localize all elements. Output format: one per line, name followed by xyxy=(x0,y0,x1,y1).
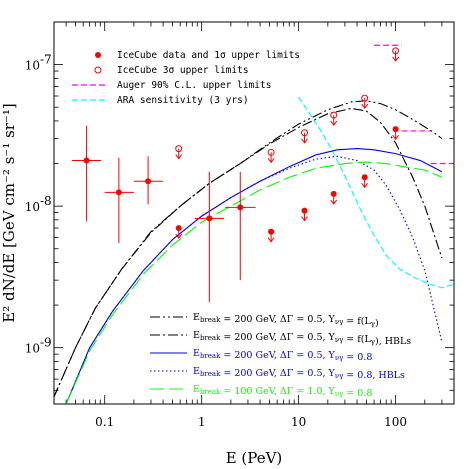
legend-text-part: = 0.8 xyxy=(343,388,372,399)
y-tick-exponent: -7 xyxy=(40,53,52,67)
y-tick-exponent: -9 xyxy=(40,336,52,350)
legend-text-part: = f(L xyxy=(343,316,371,327)
model-curve-1 xyxy=(54,100,443,397)
icecube-data-point xyxy=(115,189,122,196)
legend-bottom-label: Ebreak = 200 GeV, ΔΓ = 0.5, Yνγ = f(Lγ),… xyxy=(193,330,411,347)
icecube-1sigma-arrow xyxy=(301,210,308,222)
legend-subscript: νγ xyxy=(335,372,343,380)
legend-bottom-label: Ebreak = 100 GeV, ΔΓ = 1.0, Yνγ = 0.8 xyxy=(193,384,372,399)
legend-text-part: = f(L xyxy=(343,334,371,345)
arrow-head xyxy=(267,237,275,243)
icecube-3sigma-arrow xyxy=(175,148,183,160)
legend-text-part: E xyxy=(193,384,200,395)
legend-text-part: = 0.8, HBLs xyxy=(343,370,405,381)
legend-text-part: = 100 GeV, ΔΓ = 1.0, Y xyxy=(220,386,335,397)
legend-text-part: = 200 GeV, ΔΓ = 0.5, Y xyxy=(220,368,335,379)
legend-bottom-label: Ebreak = 200 GeV, ΔΓ = 0.5, Yνγ = f(Lγ) xyxy=(193,312,379,329)
icecube-3sigma-arrow xyxy=(301,132,308,144)
axis-ticks xyxy=(53,21,455,405)
legend-text-part: E xyxy=(193,330,200,341)
ara-sensitivity-curve xyxy=(298,96,454,289)
data-points xyxy=(72,47,400,303)
legend-top-label: ARA sensitivity (3 yrs) xyxy=(117,95,249,106)
legend-marker-icecube-data xyxy=(95,52,101,58)
arrow-head xyxy=(361,103,369,109)
model-curve-5 xyxy=(65,161,443,404)
x-tick-label: 10 xyxy=(291,415,306,429)
icecube-data-point xyxy=(145,178,152,185)
model-curves xyxy=(54,44,454,404)
legend-text-part: ) xyxy=(375,318,379,329)
arrow-head xyxy=(330,120,338,126)
legend-top-label: IceCube 3σ upper limits xyxy=(117,65,249,76)
y-tick-label: 10 xyxy=(25,200,40,214)
model-curve-4 xyxy=(65,155,443,404)
legend-subscript: γ xyxy=(371,320,375,328)
y-tick-exponent: -8 xyxy=(40,194,52,208)
icecube-3sigma-arrow xyxy=(267,152,275,164)
icecube-data-point xyxy=(237,204,244,211)
arrow-head xyxy=(175,233,183,239)
legend-top-label: Auger 90% C.L. upper limits xyxy=(117,80,271,91)
model-curve-2 xyxy=(54,107,443,397)
x-tick-label: 1 xyxy=(198,415,206,429)
icecube-1sigma-arrow xyxy=(392,129,400,140)
y-tick-label: 10 xyxy=(25,342,40,356)
legend-top: IceCube data and 1σ upper limits IceCube … xyxy=(72,50,300,106)
arrow-head xyxy=(301,138,308,144)
legend-text-part: ), HBLs xyxy=(375,336,411,347)
legend-text-part: = 200 GeV, ΔΓ = 0.5, Y xyxy=(220,350,335,361)
icecube-3sigma-arrow xyxy=(361,98,369,109)
legend-bottom-label: Ebreak = 200 GeV, ΔΓ = 0.5, Yνγ = 0.8, H… xyxy=(193,366,405,381)
legend-subscript: νγ xyxy=(335,354,343,362)
arrow-head xyxy=(267,158,275,164)
legend-text-part: = 200 GeV, ΔΓ = 0.5, Y xyxy=(220,332,335,343)
legend-subscript: νγ xyxy=(335,318,343,326)
arrow-head xyxy=(301,216,308,222)
legend-subscript: νγ xyxy=(335,390,343,398)
y-tick-label: 10 xyxy=(25,59,40,73)
icecube-1sigma-arrow xyxy=(267,231,275,243)
icecube-3sigma-arrow xyxy=(392,50,400,62)
plot-frame xyxy=(53,21,455,405)
legend-text-part: = 0.8 xyxy=(343,352,372,363)
legend-subscript: νγ xyxy=(335,336,343,344)
legend-text-part: = 200 GeV, ΔΓ = 0.5, Y xyxy=(220,314,335,325)
arrow-head xyxy=(392,56,400,62)
legend-marker-icecube-3sigma xyxy=(94,66,102,74)
icecube-3sigma-arrow xyxy=(330,115,338,126)
icecube-data-point xyxy=(83,157,90,164)
legend-text-part: E xyxy=(193,348,200,359)
icecube-data-point xyxy=(206,215,213,222)
x-tick-label: 0.1 xyxy=(95,415,114,429)
icecube-1sigma-arrow xyxy=(330,193,338,205)
legend-subscript: break xyxy=(200,334,221,342)
icecube-1sigma-arrow xyxy=(175,228,183,239)
legend-subscript: break xyxy=(200,352,221,360)
legend-bottom-label: Ebreak = 200 GeV, ΔΓ = 0.5, Yνγ = 0.8 xyxy=(193,348,372,363)
legend-bottom: Ebreak = 200 GeV, ΔΓ = 0.5, Yνγ = f(Lγ)E… xyxy=(150,312,411,399)
legend-subscript: γ xyxy=(371,338,375,346)
arrow-head xyxy=(330,199,338,205)
arrow-head xyxy=(175,154,183,160)
legend-subscript: break xyxy=(200,316,221,324)
legend-top-label: IceCube data and 1σ upper limits xyxy=(117,50,300,61)
x-tick-label: 100 xyxy=(384,415,407,429)
legend-text-part: E xyxy=(193,312,200,323)
legend-text-part: E xyxy=(193,366,200,377)
legend-subscript: break xyxy=(200,370,221,378)
legend-subscript: break xyxy=(200,388,221,396)
icecube-1sigma-arrow xyxy=(361,177,369,189)
arrow-head xyxy=(392,134,400,140)
y-axis-label: E² dN/dE [GeV cm⁻² s⁻¹ sr⁻¹] xyxy=(0,103,18,323)
x-axis-label: E (PeV) xyxy=(226,449,283,467)
arrow-head xyxy=(361,182,369,189)
